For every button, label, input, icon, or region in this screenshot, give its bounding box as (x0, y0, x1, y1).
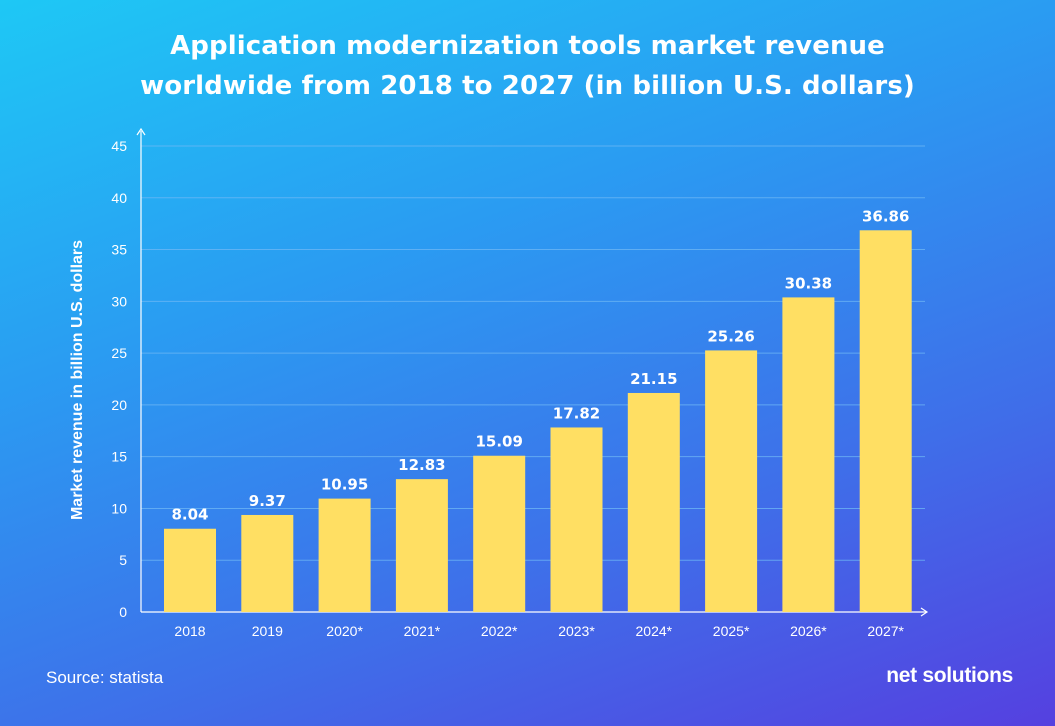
bar (395, 479, 448, 612)
bar-value-label: 12.83 (398, 456, 445, 474)
y-tick-label: 5 (119, 552, 127, 568)
bar (318, 498, 371, 612)
bars (164, 230, 912, 612)
x-tick-label: 2019 (252, 623, 283, 639)
x-tick-label: 2018 (174, 623, 205, 639)
y-tick-label: 45 (111, 138, 127, 154)
x-tick-label: 2027* (867, 623, 904, 639)
brand-logo: net solutions (886, 664, 1013, 687)
source-note: Source: statista (46, 668, 164, 687)
chart-title: Application modernization tools market r… (0, 26, 1055, 106)
x-tick-label: 2025* (713, 623, 750, 639)
bar-value-label: 9.37 (249, 492, 286, 510)
bar-value-label: 10.95 (321, 476, 368, 494)
y-tick-label: 0 (119, 604, 127, 620)
bar-value-label: 30.38 (785, 274, 832, 292)
bar-value-label: 8.04 (171, 506, 208, 524)
bar-value-label: 17.82 (553, 404, 600, 422)
bar-value-label: 25.26 (707, 327, 754, 345)
x-tick-labels: 2018 2019 2020* 2021* 2022* 2023* 2024* 2025* 20… (174, 623, 904, 639)
x-axis-arrow (920, 607, 929, 617)
y-tick-label: 15 (111, 449, 127, 465)
bar (859, 230, 912, 612)
y-tick-label: 10 (111, 500, 127, 516)
bar-value-label: 36.86 (862, 207, 909, 225)
bar (550, 427, 603, 612)
x-tick-label: 2020* (326, 623, 363, 639)
y-tick-labels: 0 5 10 15 20 25 30 35 40 45 (111, 138, 127, 620)
bar (705, 350, 758, 612)
x-tick-label: 2021* (404, 623, 441, 639)
x-tick-label: 2026* (790, 623, 827, 639)
chart-title-line-2: worldwide from 2018 to 2027 (in billion … (140, 71, 915, 101)
y-tick-label: 20 (111, 397, 127, 413)
bar (782, 297, 835, 612)
bar (473, 455, 526, 612)
bar (627, 392, 680, 612)
y-tick-label: 35 (111, 242, 127, 258)
y-axis-arrow (136, 127, 146, 136)
chart-title-line-1: Application modernization tools market r… (170, 31, 885, 61)
y-axis-label: Market revenue in billion U.S. dollars (69, 240, 86, 520)
bar-value-label: 21.15 (630, 370, 677, 388)
y-tick-label: 25 (111, 345, 127, 361)
bar-value-label: 15.09 (475, 433, 522, 451)
x-tick-label: 2024* (636, 623, 673, 639)
value-labels: 8.04 9.37 10.95 12.83 15.09 17.82 21.15 25.26 30… (171, 207, 909, 523)
y-tick-label: 40 (111, 190, 127, 206)
bar (241, 514, 294, 612)
x-tick-label: 2023* (558, 623, 595, 639)
x-tick-label: 2022* (481, 623, 518, 639)
y-tick-label: 30 (111, 293, 127, 309)
bar (164, 528, 216, 612)
